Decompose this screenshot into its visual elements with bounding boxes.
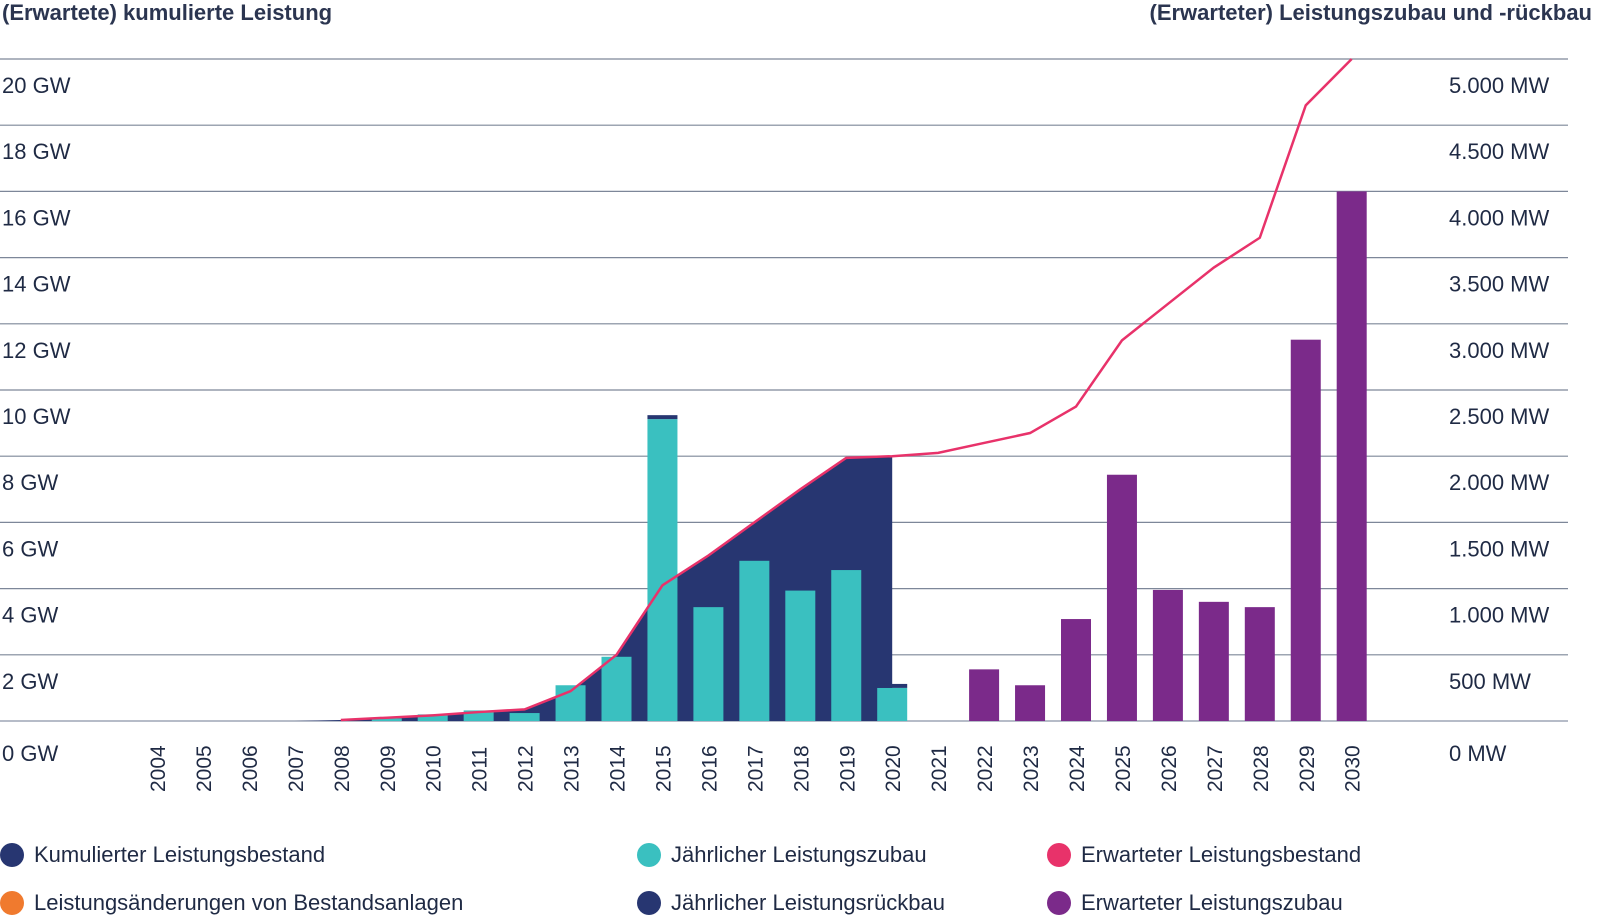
x-tick-label: 2027 — [1204, 745, 1227, 792]
bar-expected-addition — [969, 669, 1000, 721]
legend-item-jaehrlicher-leistungsrueckbau: Jährlicher Leistungsrückbau — [637, 890, 945, 916]
legend-label: Jährlicher Leistungsrückbau — [671, 890, 945, 915]
x-tick-label: 2017 — [744, 745, 767, 792]
left-tick-label: 20 GW — [2, 73, 71, 98]
legend: Kumulierter Leistungsbestand Jährlicher … — [0, 842, 1600, 924]
x-tick-label: 2022 — [974, 745, 997, 792]
left-axis-title: (Erwartete) kumulierte Leistung — [2, 0, 333, 25]
x-tick-label: 2024 — [1066, 745, 1089, 792]
legend-label: Leistungsänderungen von Bestandsanlagen — [34, 890, 464, 915]
bar-expected-addition — [1290, 339, 1321, 721]
right-tick-label: 3.000 MW — [1449, 338, 1549, 363]
x-tick-label: 2010 — [423, 745, 446, 792]
x-tick-label: 2004 — [147, 745, 170, 792]
legend-item-erwarteter-leistungszubau: Erwarteter Leistungszubau — [1047, 890, 1343, 916]
bar-annual-decommissioning — [647, 415, 678, 420]
legend-label: Kumulierter Leistungsbestand — [34, 842, 326, 867]
legend-label: Erwarteter Leistungszubau — [1081, 890, 1343, 915]
x-tick-label: 2018 — [790, 745, 813, 792]
left-tick-label: 6 GW — [2, 536, 58, 561]
left-tick-label: 14 GW — [2, 272, 71, 297]
x-tick-label: 2016 — [698, 745, 721, 792]
x-tick-label: 2028 — [1250, 745, 1273, 792]
legend-item-jaehrlicher-leistungszubau: Jährlicher Leistungszubau — [637, 842, 927, 868]
legend-dot — [0, 843, 24, 867]
bar-annual-decommissioning — [877, 683, 908, 688]
legend-dot — [637, 891, 661, 915]
x-tick-label: 2029 — [1296, 745, 1319, 792]
right-tick-label: 4.500 MW — [1449, 139, 1549, 164]
x-tick-label: 2021 — [928, 745, 951, 792]
x-tick-label: 2011 — [469, 747, 492, 792]
x-tick-label: 2008 — [331, 745, 354, 792]
legend-label: Jährlicher Leistungszubau — [671, 842, 927, 867]
bar-annual-addition — [601, 656, 632, 721]
bar-expected-addition — [1015, 685, 1046, 721]
bar-annual-addition — [831, 570, 862, 721]
x-tick-label: 2026 — [1158, 745, 1181, 792]
left-tick-label: 12 GW — [2, 338, 71, 363]
x-tick-label: 2012 — [515, 745, 538, 792]
x-tick-label: 2014 — [607, 745, 630, 792]
right-tick-label: 2.000 MW — [1449, 470, 1549, 495]
x-tick-label: 2013 — [561, 745, 584, 792]
bar-annual-addition — [509, 713, 540, 721]
bar-annual-addition — [417, 714, 448, 721]
legend-dot — [1047, 843, 1071, 867]
bar-expected-addition — [1336, 191, 1367, 721]
x-tick-label: 2007 — [285, 745, 308, 792]
bar-annual-addition — [739, 560, 770, 721]
bar-annual-addition — [371, 718, 402, 721]
x-tick-label: 2005 — [193, 745, 216, 792]
legend-item-kumulierter-leistungsbestand: Kumulierter Leistungsbestand — [0, 842, 325, 868]
bar-annual-addition — [463, 710, 494, 721]
right-tick-label: 500 MW — [1449, 669, 1531, 694]
left-tick-label: 8 GW — [2, 470, 58, 495]
x-tick-label: 2025 — [1112, 745, 1135, 792]
legend-dot — [1047, 891, 1071, 915]
x-tick-label: 2019 — [836, 745, 859, 792]
left-tick-label: 0 GW — [2, 741, 58, 766]
bar-expected-addition — [1106, 474, 1137, 721]
right-tick-label: 5.000 MW — [1449, 73, 1549, 98]
chart: 0 GW 2 GW 4 GW 6 GW 8 GW 10 GW 12 GW 14 GW 16 GW… — [0, 58, 1568, 792]
legend-dot — [0, 891, 24, 915]
x-tick-label: 2023 — [1020, 745, 1043, 792]
right-tick-label: 1.500 MW — [1449, 536, 1549, 561]
legend-item-erwarteter-leistungsbestand: Erwarteter Leistungsbestand — [1047, 842, 1361, 868]
right-tick-label: 3.500 MW — [1449, 272, 1549, 297]
x-tick-label: 2020 — [882, 745, 905, 792]
bar-annual-addition — [877, 687, 908, 721]
bar-expected-addition — [1061, 619, 1091, 721]
x-tick-label: 2006 — [239, 745, 262, 792]
right-tick-label: 1.000 MW — [1449, 603, 1549, 628]
left-tick-label: 16 GW — [2, 205, 71, 230]
bar-annual-addition — [693, 607, 724, 721]
expected-capacity-line — [340, 58, 1353, 722]
bar-annual-addition — [647, 419, 678, 721]
right-tick-label: 4.000 MW — [1449, 205, 1549, 230]
x-tick-label: 2030 — [1342, 745, 1365, 792]
legend-label: Erwarteter Leistungsbestand — [1081, 842, 1362, 867]
left-tick-label: 18 GW — [2, 139, 71, 164]
x-tick-label: 2015 — [652, 745, 675, 792]
left-tick-label: 4 GW — [2, 603, 58, 628]
legend-item-leistungsaenderungen: Leistungsänderungen von Bestandsanlagen — [0, 890, 463, 916]
bar-expected-addition — [1152, 589, 1183, 721]
bar-expected-addition — [1198, 601, 1229, 721]
right-tick-label: 0 MW — [1449, 741, 1507, 766]
right-tick-label: 2.500 MW — [1449, 404, 1549, 429]
bar-expected-addition — [1244, 607, 1275, 721]
right-axis-title: (Erwarteter) Leistungszubau und -rückbau — [1149, 0, 1593, 25]
left-tick-label: 2 GW — [2, 669, 58, 694]
x-tick-label: 2009 — [377, 745, 400, 792]
left-tick-label: 10 GW — [2, 404, 71, 429]
bar-annual-addition — [785, 590, 816, 721]
legend-dot — [637, 843, 661, 867]
